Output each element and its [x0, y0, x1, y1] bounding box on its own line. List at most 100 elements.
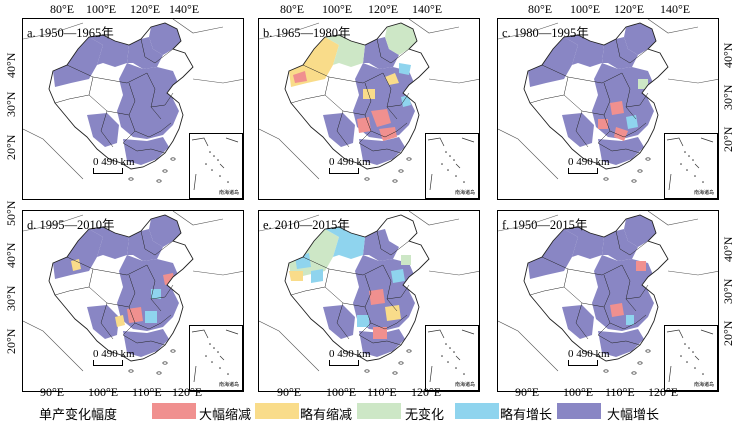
province-border	[146, 72, 162, 120]
scale-label: 0 490 km	[329, 156, 371, 168]
lon-label: 110°E	[367, 385, 397, 399]
province-fills	[53, 215, 181, 357]
inset-island	[441, 355, 443, 357]
region-large-decrease	[163, 273, 175, 285]
inset-island	[441, 163, 443, 165]
inset-island	[684, 151, 686, 153]
province-border	[134, 122, 172, 138]
neighbor-borders	[259, 19, 479, 180]
inset-island	[686, 361, 688, 363]
island	[364, 177, 370, 181]
region-slight-increase	[357, 315, 369, 327]
inset-coast	[666, 137, 684, 147]
region-large-decrease	[373, 327, 387, 339]
province-border	[370, 122, 408, 138]
inset-island	[455, 175, 457, 177]
neighbor-borders	[498, 19, 718, 180]
scale-label: 0 490 km	[329, 348, 371, 360]
map-panel-d: d. 1995—2010年 0 490 km 南海诸岛	[22, 210, 244, 392]
region-large-decrease	[293, 71, 307, 83]
south-china-sea-inset: 南海诸岛	[664, 133, 718, 199]
island	[392, 179, 398, 183]
region-large-increase	[89, 35, 129, 67]
province-fills	[289, 227, 415, 357]
inset-island	[227, 181, 229, 183]
south-china-sea-inset: 南海诸岛	[664, 325, 718, 391]
island	[156, 371, 162, 375]
region-large-increase	[602, 229, 638, 261]
region-large-increase	[363, 229, 399, 261]
lat-label: 50°N	[4, 200, 18, 226]
china-outline	[284, 22, 430, 170]
inset-island	[684, 343, 686, 345]
province-border	[140, 38, 174, 64]
inset-island	[227, 373, 229, 375]
region-large-increase	[624, 23, 656, 55]
region-no-change	[385, 23, 417, 55]
region-slight-decrease	[289, 271, 303, 281]
region-large-decrease	[371, 109, 391, 127]
region-large-increase	[87, 305, 119, 339]
province-border	[609, 122, 647, 138]
lon-label: 80°E	[280, 2, 305, 16]
region-large-increase	[528, 229, 578, 279]
inset-coast	[191, 329, 209, 339]
inset-island	[702, 181, 704, 183]
lat-label: 40°N	[721, 236, 735, 262]
province-border	[150, 284, 174, 300]
inset-coast	[694, 355, 700, 361]
island	[603, 177, 609, 181]
map-panel-e: e. 2010—2015年 0 490 km 南海诸岛	[258, 210, 480, 392]
island	[162, 169, 168, 173]
inset-island	[219, 175, 221, 177]
south-china-sea-inset: 南海诸岛	[189, 133, 243, 199]
province-border	[597, 334, 641, 346]
legend-swatch-large-increase	[557, 403, 601, 419]
region-no-change	[325, 35, 365, 67]
map-svg	[259, 19, 479, 183]
province-border	[100, 302, 114, 340]
region-slight-increase	[626, 115, 638, 129]
legend-swatch-slight-decrease	[255, 403, 299, 419]
province-border	[88, 268, 130, 308]
province-border	[575, 302, 589, 340]
island	[128, 369, 134, 373]
inset-island	[209, 151, 211, 153]
province-border	[302, 256, 384, 276]
province-border	[541, 64, 623, 84]
region-slight-increase	[151, 289, 161, 299]
map-svg	[23, 19, 243, 183]
legend-label: 略有增长	[500, 408, 553, 423]
inset-island	[680, 355, 682, 357]
region-large-decrease	[614, 127, 628, 141]
province-border	[386, 284, 410, 300]
region-large-increase	[89, 227, 129, 259]
inset-island	[463, 373, 465, 375]
province-border	[336, 110, 350, 148]
map-svg	[498, 211, 718, 375]
lon-label: 120°E	[172, 385, 203, 399]
lat-label: 20°N	[4, 328, 18, 354]
province-border	[615, 230, 649, 256]
panel-title: b. 1965—1980年	[263, 26, 351, 40]
lon-label: 100°E	[570, 2, 601, 16]
inset-island	[688, 155, 690, 157]
lon-label: 90°E	[277, 385, 302, 399]
map-panel-b: b. 1965—1980年 0 490 km 南海诸岛	[258, 18, 480, 200]
region-large-increase	[598, 137, 644, 165]
scale-bar	[568, 360, 598, 366]
region-large-increase	[624, 215, 656, 247]
south-china-sea-inset: 南海诸岛	[189, 325, 243, 391]
inset-map	[191, 329, 239, 383]
scale-bar	[568, 168, 598, 174]
lon-label: 120°E	[648, 385, 679, 399]
inset-caption: 南海诸岛	[218, 191, 239, 196]
province-border	[382, 72, 398, 120]
lon-label: 110°E	[605, 385, 635, 399]
region-large-increase	[528, 37, 578, 87]
inset-coast	[455, 163, 461, 169]
inset-coast	[219, 355, 225, 361]
panel-title: d. 1995—2010年	[27, 218, 115, 232]
region-large-decrease	[610, 101, 624, 115]
region-large-increase	[602, 37, 638, 69]
